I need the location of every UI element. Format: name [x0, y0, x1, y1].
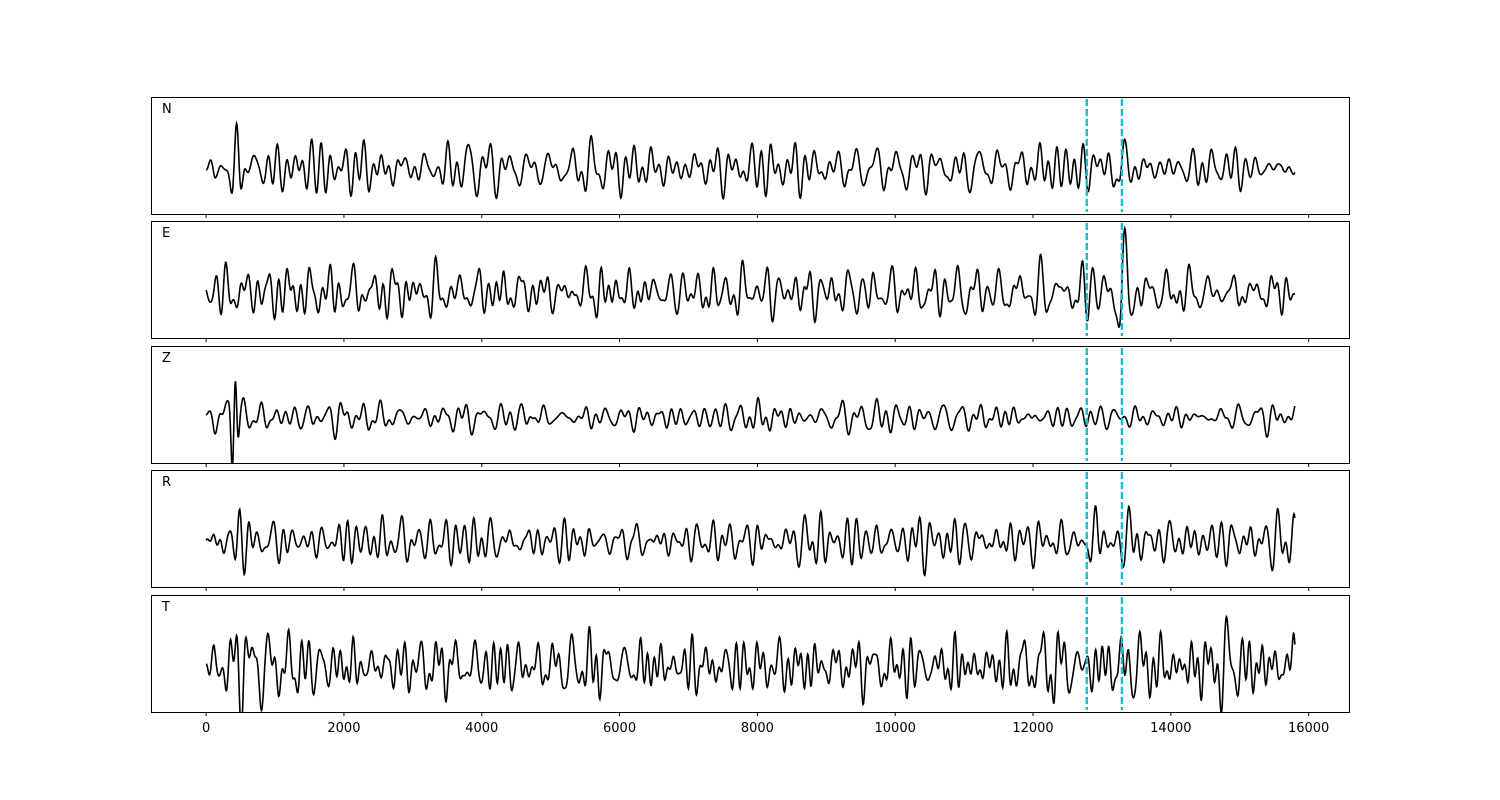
axes-frame: [151, 595, 1350, 713]
panel-t: T: [151, 595, 1350, 716]
x-tick-label: 14000: [1150, 721, 1191, 736]
x-tick-label: 12000: [1012, 721, 1053, 736]
trace-r: [205, 504, 1296, 577]
axes-frame: [151, 470, 1350, 588]
trace-e: [205, 225, 1296, 329]
axes-frame: [151, 346, 1350, 464]
x-tick-label: 10000: [875, 721, 916, 736]
trace-n: [205, 120, 1296, 201]
panel-e: E: [151, 221, 1350, 342]
panel-n: N: [151, 97, 1350, 218]
trace-t: [205, 614, 1296, 712]
panel-label-n: N: [162, 102, 172, 117]
panel-r: R: [151, 470, 1350, 591]
trace-z: [205, 381, 1296, 463]
panel-z: Z: [151, 346, 1350, 467]
x-tick-label: 0: [202, 721, 210, 736]
axes-frame: [151, 97, 1350, 215]
panel-label-e: E: [162, 226, 170, 241]
axes-frame: [151, 221, 1350, 339]
x-tick-label: 2000: [327, 721, 360, 736]
x-tick-label: 4000: [465, 721, 498, 736]
panel-label-t: T: [161, 600, 170, 615]
x-tick-label: 8000: [741, 721, 774, 736]
x-tick-label: 6000: [603, 721, 636, 736]
panel-label-z: Z: [162, 351, 171, 366]
x-tick-label: 16000: [1288, 721, 1329, 736]
panel-label-r: R: [162, 475, 171, 490]
